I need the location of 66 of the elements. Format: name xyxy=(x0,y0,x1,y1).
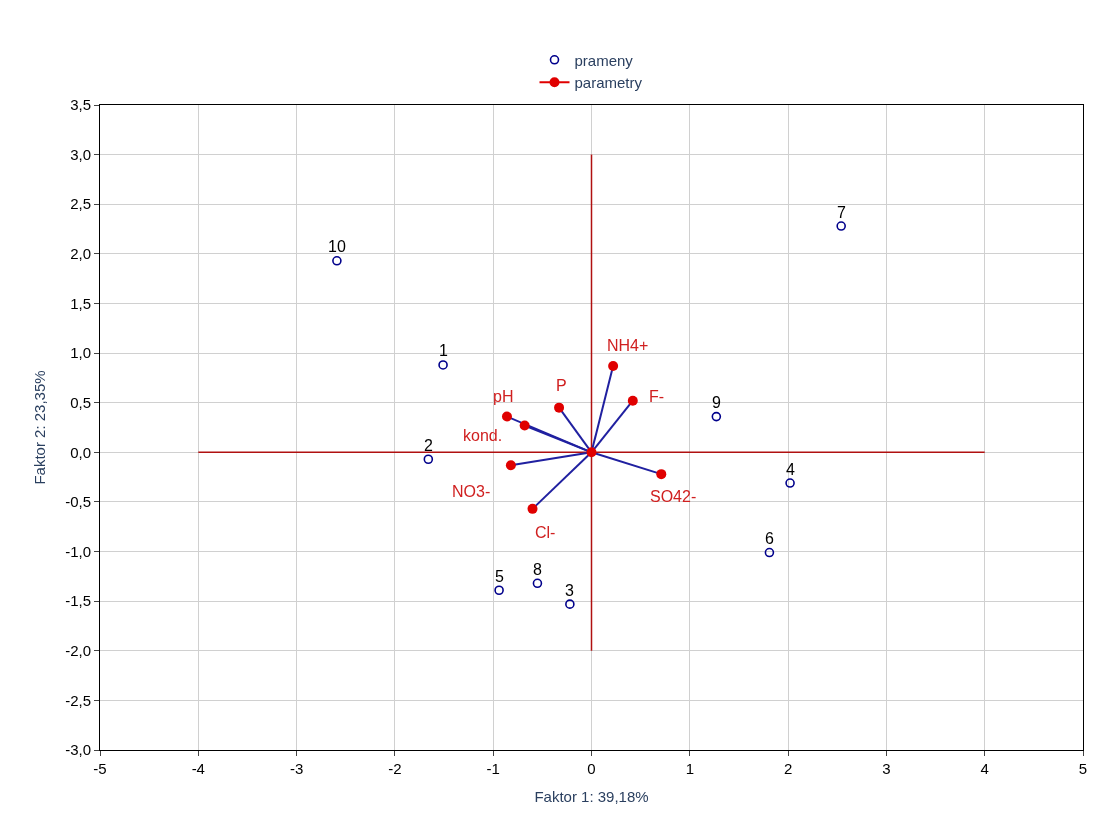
x-tick-label: 5 xyxy=(1078,760,1088,777)
annotation: 2 xyxy=(424,437,433,454)
annotation: Cl- xyxy=(535,524,556,541)
y-tick-label: 2,0 xyxy=(70,245,91,263)
point xyxy=(836,221,846,231)
point xyxy=(532,578,543,589)
point xyxy=(785,478,795,488)
annotation: P xyxy=(556,377,567,394)
annotation: NH4+ xyxy=(607,337,649,354)
point xyxy=(494,585,504,596)
y-tick-label: 0,5 xyxy=(70,393,91,411)
point xyxy=(519,420,530,431)
legend-label: prameny xyxy=(574,51,634,69)
x-tick-label: 3 xyxy=(882,760,891,777)
annotation: 1 xyxy=(439,342,448,359)
point xyxy=(586,447,597,458)
y-tick-label: 2,5 xyxy=(70,195,91,213)
point xyxy=(764,547,775,558)
point xyxy=(332,255,342,266)
x-tick-label: -5 xyxy=(93,760,107,777)
y-tick-label: -0,5 xyxy=(65,493,91,511)
x-tick-label: 1 xyxy=(685,760,694,777)
annotation: 5 xyxy=(495,568,504,585)
annotation: 8 xyxy=(533,561,542,578)
x-tick-label: -3 xyxy=(289,760,304,777)
y-tick-label: -1,5 xyxy=(65,592,91,610)
point xyxy=(608,360,619,371)
point xyxy=(627,395,638,406)
annotation: 10 xyxy=(328,238,346,255)
x-tick-label: 4 xyxy=(980,760,989,777)
point xyxy=(565,599,575,609)
point xyxy=(711,411,722,422)
x-axis-title: Faktor 1: 39,18% xyxy=(534,788,649,805)
annotation: 7 xyxy=(837,204,846,221)
y-tick-label: 3,5 xyxy=(70,96,91,114)
annotation: F- xyxy=(649,388,665,405)
annotation: 4 xyxy=(786,461,795,478)
y-tick-label: -1,0 xyxy=(65,542,91,560)
point xyxy=(438,360,448,370)
y-tick-label: 3,0 xyxy=(70,145,91,163)
point xyxy=(423,454,434,465)
annotation: pH xyxy=(493,388,514,405)
point xyxy=(527,503,538,514)
y-tick-label: 0,0 xyxy=(70,443,91,461)
y-tick-label: -3,0 xyxy=(65,741,91,759)
legend-label: parametry xyxy=(574,74,643,92)
point xyxy=(656,469,667,480)
y-tick-label: 1,5 xyxy=(70,294,91,312)
x-tick-label: 2 xyxy=(783,760,793,777)
y-tick-label: -2,5 xyxy=(65,691,91,709)
x-tick-label: 0 xyxy=(587,760,596,777)
annotation: 3 xyxy=(565,582,574,599)
annotation: 9 xyxy=(712,394,721,411)
y-axis-title: Faktor 2: 23,35% xyxy=(31,370,49,485)
point xyxy=(501,411,512,422)
annotation: NO3- xyxy=(452,483,491,500)
annotation: 6 xyxy=(765,530,774,547)
annotation: SO42- xyxy=(650,488,697,505)
y-tick-label: 1,0 xyxy=(70,344,91,362)
y-tick-label: -2,0 xyxy=(65,642,91,660)
x-tick-label: -4 xyxy=(191,760,205,777)
point xyxy=(554,402,565,413)
point xyxy=(505,460,516,471)
annotation: kond. xyxy=(463,427,503,444)
x-tick-label: -1 xyxy=(486,760,500,777)
x-tick-label: -2 xyxy=(388,760,402,777)
